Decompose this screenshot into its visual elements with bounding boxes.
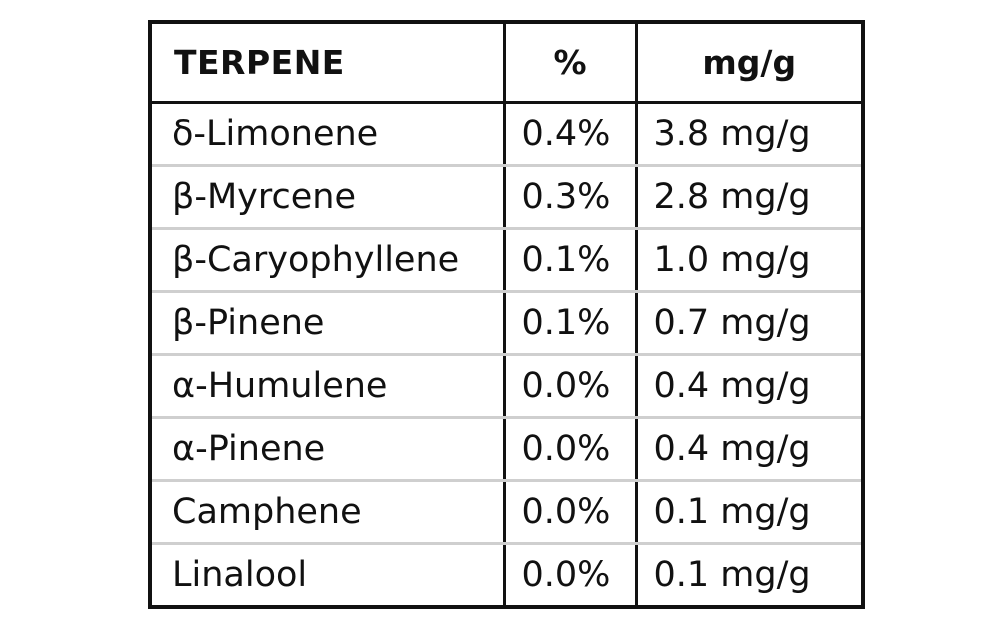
table-row: Camphene 0.0% 0.1 mg/g (150, 480, 863, 546)
terpene-percent: 0.0% (504, 354, 638, 420)
table-row: Linalool 0.0% 0.1 mg/g (150, 543, 863, 607)
terpene-name: Linalool (150, 543, 506, 607)
table-row: α-Pinene 0.0% 0.4 mg/g (150, 417, 863, 483)
table-row: β-Myrcene 0.3% 2.8 mg/g (150, 165, 863, 230)
terpene-mg-per-g: 0.1 mg/g (653, 555, 811, 596)
terpene-name: δ-Limonene (150, 102, 506, 167)
header-percent: % (504, 22, 638, 104)
header-row: TERPENE % mg/g (150, 22, 863, 104)
terpene-mg-per-g: 3.8 mg/g (636, 102, 863, 167)
terpene-mg-per-g: 2.8 mg/g (636, 165, 863, 230)
terpene-percent: 0.3% (504, 165, 638, 230)
terpene-percent: 0.0% (504, 543, 638, 607)
table-row: β-Caryophyllene 0.1% 1.0 mg/g (150, 228, 863, 293)
terpene-name: Camphene (150, 480, 506, 546)
table-header: TERPENE % mg/g (150, 22, 863, 104)
terpene-percent: 0.1% (504, 291, 638, 357)
terpene-percent: 0.0% (504, 480, 638, 546)
terpene-percent: 0.4% (504, 102, 638, 167)
terpene-name: β-Pinene (150, 291, 506, 357)
terpene-mg-per-g: 0.4 mg/g (636, 354, 863, 420)
terpene-mg-per-g: 0.1 mg/g (636, 480, 863, 546)
terpene-name: β-Caryophyllene (150, 228, 506, 293)
terpene-name: β-Myrcene (150, 165, 506, 230)
terpene-mg-per-g: 0.4 mg/g (636, 417, 863, 483)
terpene-table: TERPENE % mg/g δ-Limonene 0.4% 3.8 mg/g … (148, 20, 865, 609)
terpene-percent: 0.0% (504, 417, 638, 483)
terpene-percent: 0.1% (504, 228, 638, 293)
header-terpene: TERPENE (150, 22, 506, 104)
table-row: α-Humulene 0.0% 0.4 mg/g (150, 354, 863, 420)
table-row: δ-Limonene 0.4% 3.8 mg/g (150, 102, 863, 167)
terpene-mg-per-g: 1.0 mg/g (636, 228, 863, 293)
table-row: β-Pinene 0.1% 0.7 mg/g (150, 291, 863, 357)
terpene-name: α-Humulene (150, 354, 506, 420)
header-mg-per-g: mg/g (636, 22, 863, 104)
terpene-mg-per-g: 0.7 mg/g (636, 291, 863, 357)
terpene-name: α-Pinene (150, 417, 506, 483)
table-body: δ-Limonene 0.4% 3.8 mg/g β-Myrcene 0.3% … (150, 102, 863, 607)
